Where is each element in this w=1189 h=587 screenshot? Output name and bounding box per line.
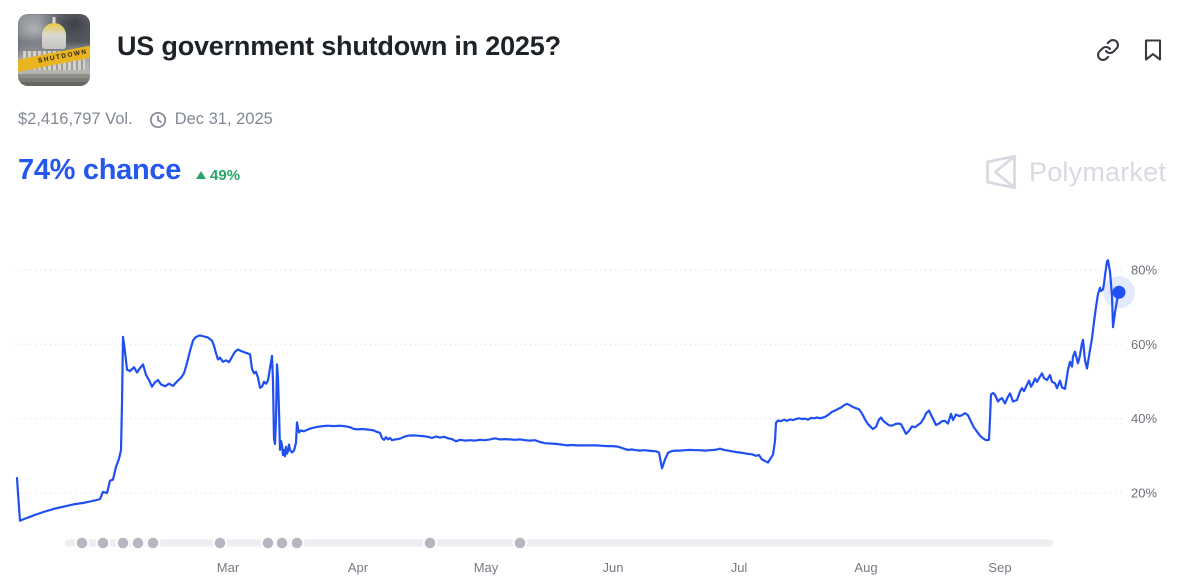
timeline-event-dot[interactable] bbox=[274, 535, 290, 551]
timeline-event-dot[interactable] bbox=[115, 535, 131, 551]
x-axis-month-label: Aug bbox=[854, 560, 877, 575]
x-axis-month-label: Jul bbox=[731, 560, 748, 575]
volume-label: $2,416,797 Vol. bbox=[18, 110, 133, 128]
y-axis-tick-label: 20% bbox=[1131, 485, 1157, 500]
x-axis-month-label: Sep bbox=[988, 560, 1011, 575]
y-axis-tick-label: 40% bbox=[1131, 411, 1157, 426]
bookmark-icon bbox=[1144, 39, 1162, 61]
y-axis-tick-label: 60% bbox=[1131, 337, 1157, 352]
copy-link-button[interactable] bbox=[1096, 38, 1120, 62]
x-axis-month-label: Mar bbox=[217, 560, 240, 575]
polymarket-logo-icon bbox=[986, 154, 1016, 190]
timeline-event-dot[interactable] bbox=[512, 535, 528, 551]
capitol-dome-art bbox=[42, 23, 66, 49]
market-image: SHUTDOWN bbox=[18, 14, 90, 86]
chance-change-value: 49% bbox=[210, 166, 241, 184]
timeline-event-dot[interactable] bbox=[74, 535, 90, 551]
clock-icon bbox=[149, 111, 167, 129]
timeline-event-dot[interactable] bbox=[130, 535, 146, 551]
polymarket-watermark-label: Polymarket bbox=[1029, 156, 1167, 187]
header-actions bbox=[1096, 38, 1165, 62]
chance-change-badge: 49% bbox=[196, 167, 240, 184]
x-axis-month-label: May bbox=[474, 560, 499, 575]
timeline-scrubber-track[interactable] bbox=[65, 539, 1053, 547]
page-title: US government shutdown in 2025? bbox=[117, 31, 561, 61]
timeline-event-dot[interactable] bbox=[289, 535, 305, 551]
chance-value: 74% chance bbox=[18, 154, 182, 186]
timeline-event-dot[interactable] bbox=[260, 535, 276, 551]
capitol-steps-art bbox=[18, 70, 90, 86]
timeline-event-dot[interactable] bbox=[145, 535, 161, 551]
capitol-spire-art bbox=[52, 17, 56, 25]
market-meta-row: $2,416,797 Vol. Dec 31, 2025 bbox=[18, 110, 273, 129]
x-axis-month-label: Jun bbox=[603, 560, 624, 575]
timeline-event-dot[interactable] bbox=[422, 535, 438, 551]
polymarket-watermark: Polymarket bbox=[983, 154, 1166, 190]
price-line bbox=[15, 259, 1121, 522]
timeline-event-dot[interactable] bbox=[95, 535, 111, 551]
triangle-up-icon bbox=[196, 171, 207, 179]
timeline-event-dot[interactable] bbox=[212, 535, 228, 551]
link-icon bbox=[1097, 39, 1119, 61]
x-axis-month-label: Apr bbox=[348, 560, 369, 575]
end-date-label: Dec 31, 2025 bbox=[174, 110, 273, 128]
current-point-dot[interactable] bbox=[1112, 285, 1126, 299]
y-axis-tick-label: 80% bbox=[1131, 262, 1157, 277]
bookmark-button[interactable] bbox=[1141, 38, 1165, 62]
chance-row: 74% chance 49% bbox=[18, 154, 240, 187]
